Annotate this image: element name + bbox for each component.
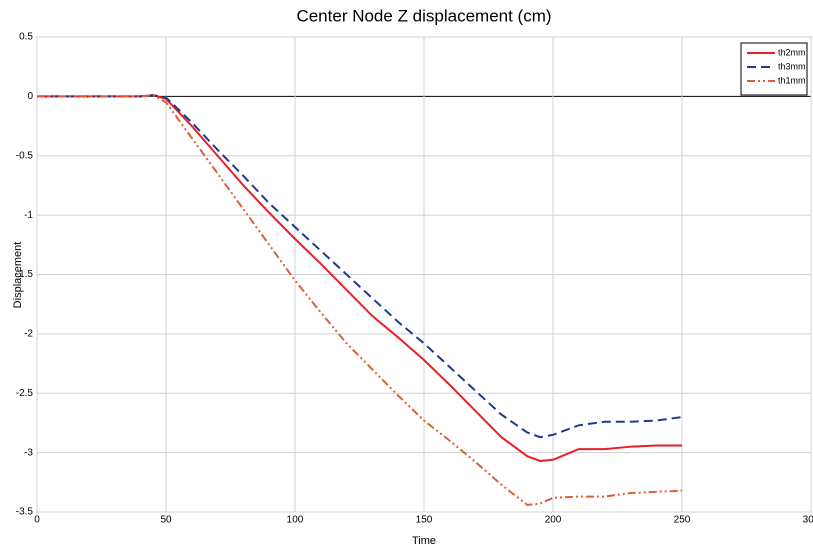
y-tick-label: -1.5 [16, 269, 34, 280]
y-tick-label: 0 [27, 91, 33, 102]
x-tick-label: 300 [803, 515, 813, 526]
line-series [37, 94, 683, 506]
x-tick-label: 100 [287, 515, 304, 526]
x-axis-label: Time [412, 535, 436, 547]
y-tick-label: -0.5 [16, 150, 34, 161]
legend-label: th3mm [778, 61, 806, 71]
x-tick-label: 0 [34, 515, 40, 526]
line-series [37, 94, 683, 439]
y-tick-label: -2.5 [16, 388, 34, 399]
x-tick-label: 50 [160, 515, 172, 526]
y-tick-label: 0.5 [19, 32, 33, 43]
legend: th2mm th3mm th1mm [740, 42, 808, 96]
legend-box [740, 42, 808, 96]
x-tick-label: 200 [545, 515, 562, 526]
y-tick-label: -2 [24, 329, 33, 340]
y-tick-label: -3 [24, 447, 33, 458]
x-tick-label: 150 [416, 515, 433, 526]
y-tick-label: -1 [24, 210, 33, 221]
y-tick-label: -3.5 [16, 507, 34, 518]
x-tick-label: 250 [674, 515, 691, 526]
y-axis-label: Displacement [12, 242, 24, 309]
legend-label: th1mm [778, 75, 806, 85]
legend-label: th2mm [778, 47, 806, 57]
chart-title: Center Node Z displacement (cm) [296, 6, 551, 25]
